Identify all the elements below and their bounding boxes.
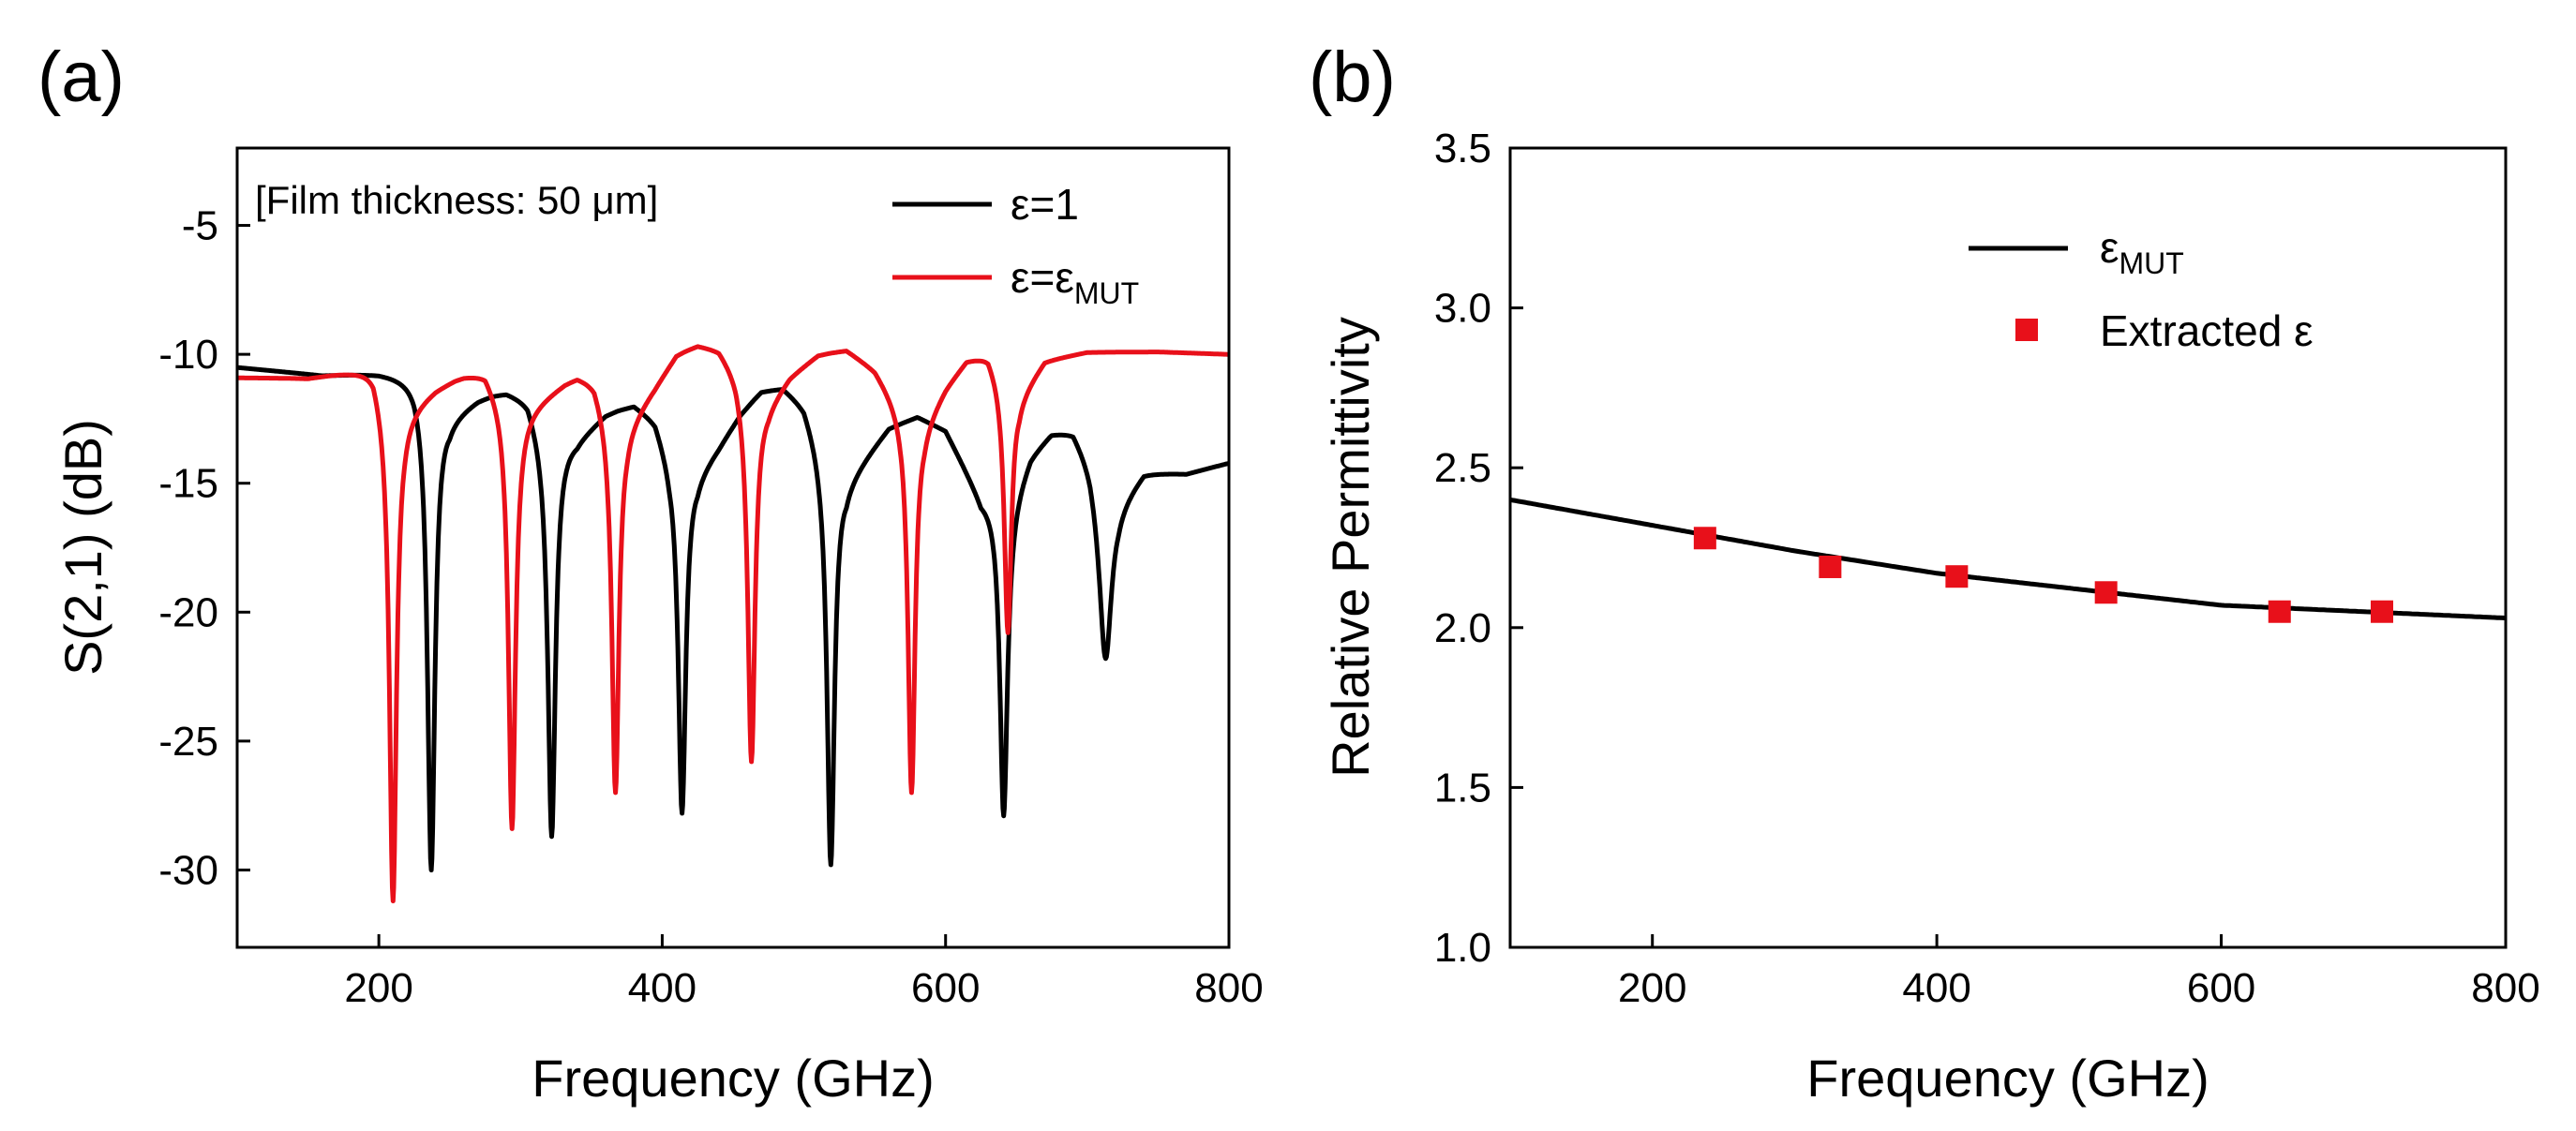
panel-b-label: (b) (1309, 37, 1396, 117)
panel-b-y-tick-label: 3.5 (1434, 126, 1491, 171)
panel-b-y-tick-label: 3.0 (1434, 286, 1491, 332)
panel-b-y-tick-label: 2.5 (1434, 445, 1491, 491)
panel-a-y-tick-label: -10 (158, 332, 218, 378)
extracted-epsilon-points (1693, 527, 2394, 623)
panel-b-x-tick-label: 400 (1902, 965, 1970, 1011)
panel-b-x-ticks: 200 400 600 800 (1618, 934, 2540, 1011)
extracted-epsilon-point (2268, 600, 2291, 623)
panel-b-x-tick-label: 200 (1618, 965, 1686, 1011)
panel-a-x-axis-title: Frequency (GHz) (532, 1049, 934, 1108)
panel-b-x-axis-title: Frequency (GHz) (1806, 1049, 2209, 1108)
panel-a-label: (a) (37, 37, 125, 117)
extracted-epsilon-point (2094, 581, 2118, 604)
panel-a: (a) 200 400 600 800 -5 -10 -15 -20 -25 -30 [Film… (37, 37, 1264, 1108)
panel-a-x-tick-label: 200 (344, 965, 412, 1011)
panel-b-y-axis-title: Relative Permittivity (1321, 317, 1380, 778)
extracted-epsilon-point (1819, 555, 1842, 578)
legend-swatch-extracted-epsilon (2015, 319, 2038, 341)
panel-b-y-ticks: 1.0 1.5 2.0 2.5 3.0 3.5 (1434, 126, 1523, 971)
extracted-epsilon-point (1945, 565, 1969, 588)
panel-a-y-tick-label: -5 (182, 203, 218, 249)
panel-a-x-tick-label: 800 (1194, 965, 1263, 1011)
film-thickness-annotation: [Film thickness: 50 μm] (255, 178, 658, 222)
series-line-epsilon-mut-curve (1509, 497, 2507, 621)
panel-b-x-tick-label: 600 (2187, 965, 2255, 1011)
panel-a-legend: ε=1 ε=εMUT (892, 180, 1139, 310)
series-line-epsilon-mut (235, 344, 1231, 903)
panel-a-plot-frame (235, 146, 1231, 949)
panel-b-y-tick-label: 2.0 (1434, 605, 1491, 651)
panel-b-plot-frame (1508, 146, 2508, 949)
panel-a-y-ticks: -5 -10 -15 -20 -25 -30 (158, 203, 250, 893)
panel-a-y-tick-label: -15 (158, 461, 218, 507)
legend-label-epsilon-mut: ε=εMUT (1011, 253, 1139, 310)
panel-a-x-tick-label: 600 (911, 965, 980, 1011)
panel-b-y-tick-label: 1.5 (1434, 765, 1491, 811)
legend-label-extracted-epsilon: Extracted ε (2100, 306, 2314, 355)
panel-b-legend: εMUT Extracted ε (1969, 223, 2314, 355)
extracted-epsilon-point (2371, 600, 2394, 623)
panel-a-x-ticks: 200 400 600 800 (344, 934, 1264, 1011)
panel-b-y-tick-label: 1.0 (1434, 925, 1491, 971)
legend-label-epsilon-mut-curve: εMUT (2100, 223, 2184, 280)
panel-a-y-tick-label: -25 (158, 719, 218, 765)
panel-a-series (235, 344, 1231, 903)
panel-a-y-axis-title: S(2,1) (dB) (53, 419, 112, 676)
extracted-epsilon-point (1693, 527, 1716, 550)
series-line-epsilon-1 (235, 365, 1231, 872)
panel-a-y-tick-label: -20 (158, 589, 218, 635)
panel-b-x-tick-label: 800 (2471, 965, 2539, 1011)
panel-b: (b) 200 400 600 800 1.0 1.5 2.0 2.5 3.0 3.5 εMUT… (1309, 37, 2540, 1108)
panel-a-y-tick-label: -30 (158, 847, 218, 893)
panel-a-x-tick-label: 400 (628, 965, 696, 1011)
legend-label-epsilon-1: ε=1 (1011, 180, 1079, 229)
